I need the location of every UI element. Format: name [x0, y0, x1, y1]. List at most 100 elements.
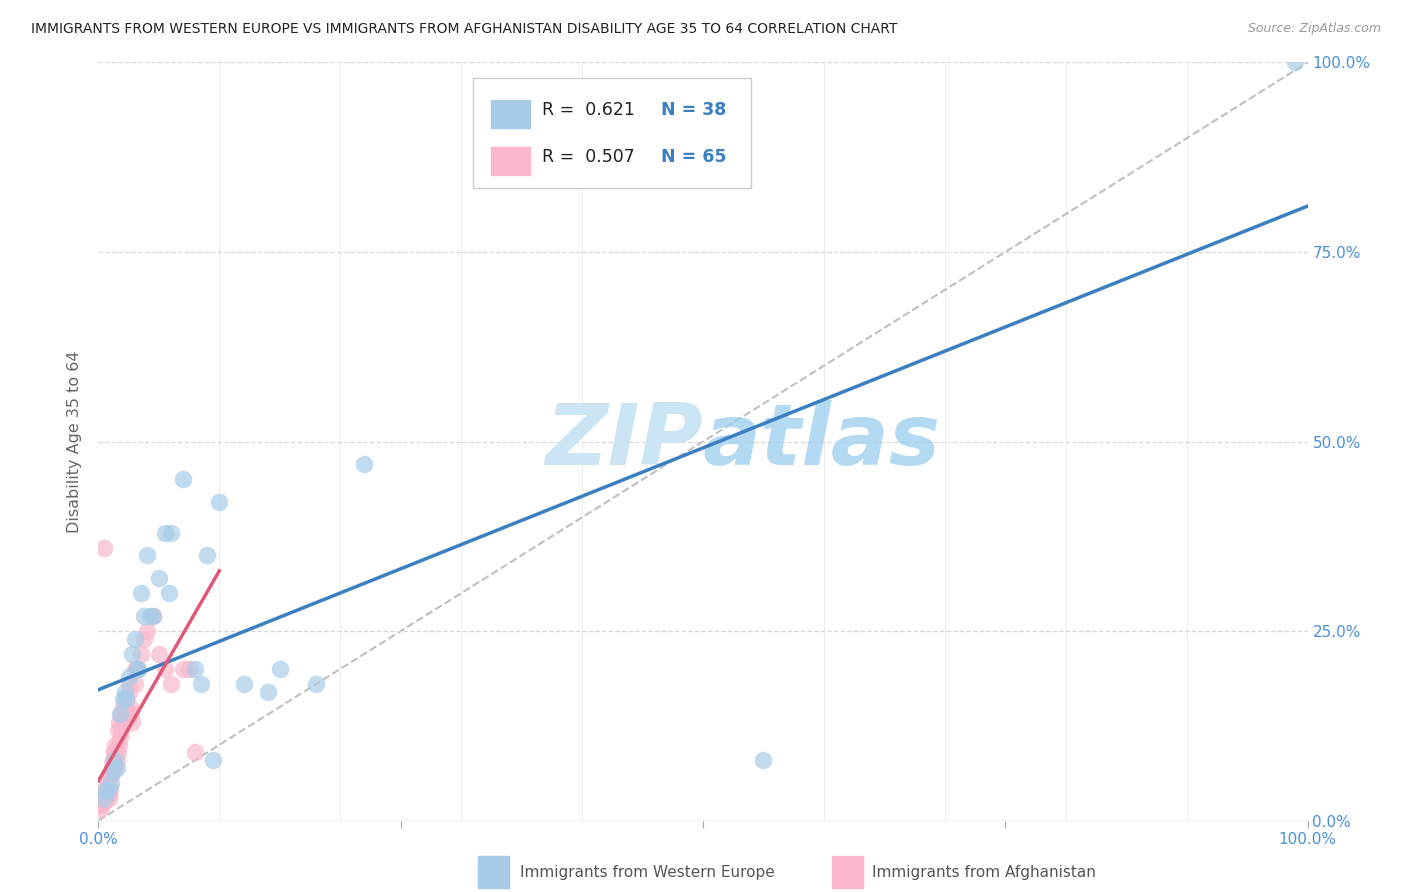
Point	[108, 715, 131, 730]
Point	[153, 662, 176, 676]
Point	[139, 608, 162, 623]
Point	[108, 707, 131, 722]
Point	[91, 791, 114, 805]
Point	[129, 586, 152, 600]
Point	[256, 685, 278, 699]
Point	[752, 753, 775, 767]
Point	[142, 608, 165, 623]
Y-axis label: Disability Age 35 to 64: Disability Age 35 to 64	[67, 351, 83, 533]
Point	[107, 723, 129, 737]
Point	[96, 787, 118, 801]
Point	[148, 647, 170, 661]
Point	[91, 795, 114, 809]
Point	[105, 760, 128, 774]
Point	[100, 760, 122, 774]
Text: N = 38: N = 38	[661, 101, 725, 120]
Point	[97, 772, 120, 786]
Point	[232, 677, 254, 691]
Point	[269, 662, 291, 676]
Text: ZIP: ZIP	[546, 400, 703, 483]
Point	[94, 783, 117, 797]
Point	[115, 692, 138, 706]
Point	[172, 473, 194, 487]
Point	[118, 677, 141, 691]
Point	[135, 548, 157, 563]
Point	[100, 776, 122, 790]
Point	[108, 730, 131, 744]
Point	[100, 768, 122, 782]
Text: Immigrants from Western Europe: Immigrants from Western Europe	[520, 865, 775, 880]
Point	[118, 685, 141, 699]
Text: Immigrants from Afghanistan: Immigrants from Afghanistan	[872, 865, 1095, 880]
Point	[96, 783, 118, 797]
Point	[108, 738, 131, 752]
Point	[157, 586, 180, 600]
Text: R =  0.621: R = 0.621	[543, 101, 636, 120]
Point	[160, 525, 183, 540]
Point	[117, 707, 139, 722]
Point	[90, 798, 112, 813]
Point	[135, 624, 157, 639]
Point	[118, 669, 141, 683]
Point	[93, 791, 115, 805]
Point	[98, 783, 121, 797]
Point	[103, 753, 125, 767]
Point	[148, 571, 170, 585]
Point	[103, 746, 125, 760]
Point	[190, 677, 212, 691]
Point	[127, 662, 149, 676]
Point	[184, 746, 207, 760]
Point	[208, 495, 231, 509]
Point	[129, 647, 152, 661]
Point	[104, 738, 127, 752]
Text: IMMIGRANTS FROM WESTERN EUROPE VS IMMIGRANTS FROM AFGHANISTAN DISABILITY AGE 35 : IMMIGRANTS FROM WESTERN EUROPE VS IMMIGR…	[31, 22, 897, 37]
Point	[111, 715, 134, 730]
Point	[184, 662, 207, 676]
Point	[127, 662, 149, 676]
Point	[101, 753, 124, 767]
Point	[105, 753, 128, 767]
Point	[127, 662, 149, 676]
Point	[114, 699, 136, 714]
Point	[96, 783, 118, 797]
Point	[97, 791, 120, 805]
Text: R =  0.507: R = 0.507	[543, 148, 636, 166]
Point	[97, 780, 120, 794]
Point	[89, 802, 111, 816]
Point	[91, 787, 114, 801]
Point	[91, 791, 114, 805]
Point	[100, 768, 122, 782]
Point	[93, 795, 115, 809]
Point	[120, 707, 142, 722]
Point	[93, 791, 115, 805]
Point	[195, 548, 218, 563]
Point	[124, 662, 146, 676]
Point	[353, 457, 375, 471]
Point	[114, 685, 136, 699]
Point	[124, 677, 146, 691]
Point	[103, 746, 125, 760]
Text: N = 65: N = 65	[661, 148, 725, 166]
Point	[110, 723, 132, 737]
Point	[93, 791, 115, 805]
Point	[111, 692, 134, 706]
Point	[142, 608, 165, 623]
Point	[121, 647, 143, 661]
Point	[1284, 55, 1306, 70]
Point	[121, 715, 143, 730]
FancyBboxPatch shape	[474, 78, 751, 187]
Point	[91, 787, 114, 801]
Point	[202, 753, 225, 767]
Point	[134, 632, 156, 646]
Point	[96, 787, 118, 801]
Bar	[492, 146, 530, 176]
Point	[160, 677, 183, 691]
Point	[153, 525, 176, 540]
Point	[100, 756, 122, 771]
Point	[115, 692, 138, 706]
Point	[94, 783, 117, 797]
Point	[179, 662, 201, 676]
Text: atlas: atlas	[703, 400, 941, 483]
Point	[93, 541, 115, 555]
Point	[124, 632, 146, 646]
